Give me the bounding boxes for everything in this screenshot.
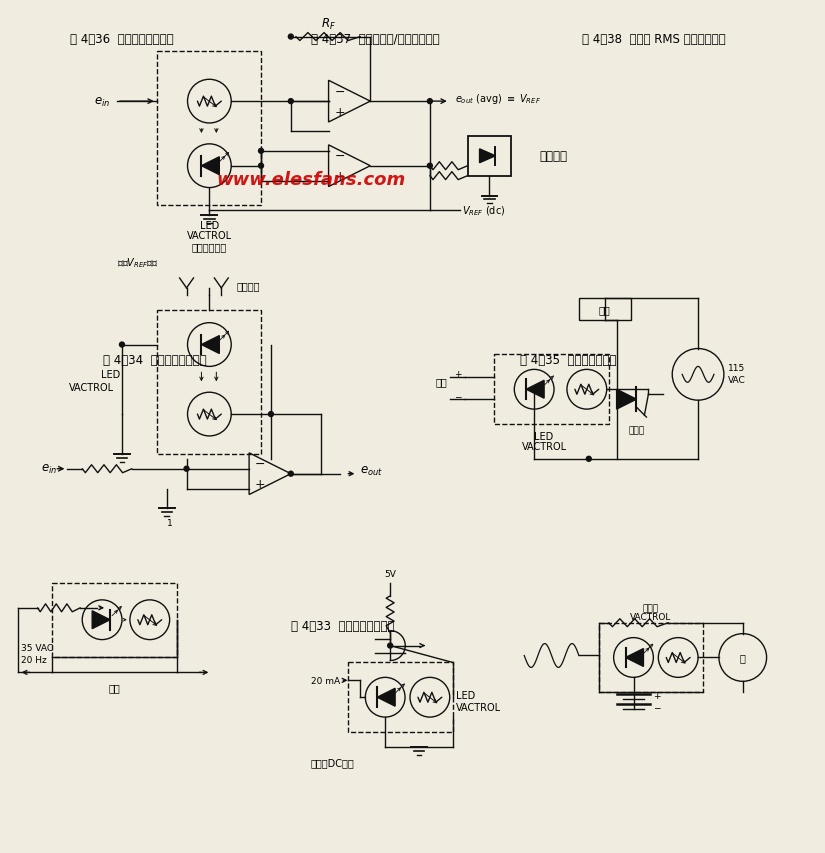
Polygon shape bbox=[201, 158, 219, 176]
Circle shape bbox=[258, 149, 263, 154]
Text: +: + bbox=[334, 106, 345, 119]
Polygon shape bbox=[526, 380, 544, 398]
Text: 氖灯: 氖灯 bbox=[108, 682, 120, 693]
Text: 115: 115 bbox=[728, 363, 745, 373]
Text: 图 4－38  输入波 RMS 値的测量电路: 图 4－38 输入波 RMS 値的测量电路 bbox=[582, 32, 726, 46]
Circle shape bbox=[258, 164, 263, 169]
Text: 控制电路: 控制电路 bbox=[236, 281, 260, 291]
Text: 20 mA: 20 mA bbox=[311, 676, 340, 685]
Text: 图 4－33  自动增益控制电路: 图 4－33 自动增益控制电路 bbox=[291, 619, 394, 632]
Text: $e_{in}$: $e_{in}$ bbox=[40, 462, 57, 476]
Text: −: − bbox=[334, 150, 345, 163]
Circle shape bbox=[427, 100, 432, 104]
Polygon shape bbox=[201, 336, 219, 354]
Text: +: + bbox=[653, 691, 661, 700]
Polygon shape bbox=[616, 390, 636, 409]
Circle shape bbox=[289, 35, 294, 40]
Circle shape bbox=[268, 412, 273, 417]
Text: 全波整流: 全波整流 bbox=[540, 150, 567, 163]
Text: LED: LED bbox=[101, 370, 120, 380]
Text: 注：$V_{REF}$基准: 注：$V_{REF}$基准 bbox=[117, 256, 159, 270]
Text: 负载: 负载 bbox=[599, 305, 610, 315]
Text: 1: 1 bbox=[167, 519, 172, 528]
Text: VACTROL: VACTROL bbox=[455, 702, 501, 712]
Text: $e_{in}$: $e_{in}$ bbox=[94, 96, 110, 108]
Text: −: − bbox=[255, 458, 266, 471]
Text: $V_{REF}$ (dc): $V_{REF}$ (dc) bbox=[462, 205, 505, 218]
Text: 信号: 信号 bbox=[436, 377, 448, 387]
Bar bbox=[599, 623, 703, 693]
Bar bbox=[157, 310, 261, 455]
Bar bbox=[468, 136, 512, 177]
Text: −: − bbox=[653, 703, 661, 711]
Text: $e_{out}$ (avg) $\equiv$ $V_{REF}$: $e_{out}$ (avg) $\equiv$ $V_{REF}$ bbox=[455, 92, 540, 106]
Text: +: + bbox=[255, 478, 266, 490]
Text: 表: 表 bbox=[740, 653, 746, 663]
Text: $e_{out}$: $e_{out}$ bbox=[361, 465, 384, 478]
Text: LED: LED bbox=[455, 690, 475, 700]
Circle shape bbox=[120, 343, 125, 348]
Text: 图 4－36  电话振铃检测电路: 图 4－36 电话振铃检测电路 bbox=[70, 32, 173, 46]
Polygon shape bbox=[625, 649, 644, 667]
Circle shape bbox=[289, 472, 294, 477]
Text: VACTROL: VACTROL bbox=[521, 441, 567, 451]
Text: 图 4－35  晶闸管驱动电路: 图 4－35 晶闸管驱动电路 bbox=[520, 354, 616, 367]
Circle shape bbox=[427, 164, 432, 169]
Text: www.elesfans.com: www.elesfans.com bbox=[216, 171, 405, 189]
Polygon shape bbox=[92, 611, 110, 629]
Text: +: + bbox=[334, 170, 345, 183]
Polygon shape bbox=[377, 688, 395, 706]
Text: VACTROL: VACTROL bbox=[69, 383, 114, 392]
Text: LED: LED bbox=[200, 221, 219, 231]
Text: −: − bbox=[334, 85, 345, 99]
Text: VACTROL: VACTROL bbox=[186, 231, 232, 241]
Text: 晶闸管: 晶闸管 bbox=[629, 426, 644, 434]
Bar bbox=[53, 583, 177, 658]
Circle shape bbox=[289, 100, 294, 104]
Text: 35 VAC: 35 VAC bbox=[21, 643, 53, 653]
Text: 图 4－37  无噪声开关/逻辑接口电路: 图 4－37 无噪声开关/逻辑接口电路 bbox=[311, 32, 440, 46]
Text: 5V: 5V bbox=[384, 569, 396, 578]
Circle shape bbox=[184, 467, 189, 472]
Text: $R_F$: $R_F$ bbox=[321, 17, 336, 32]
Bar bbox=[579, 299, 630, 321]
Text: VACTROL: VACTROL bbox=[629, 612, 671, 621]
Bar bbox=[348, 663, 453, 732]
Text: （瓦克泰克）: （瓦克泰克） bbox=[191, 242, 227, 252]
Bar bbox=[157, 52, 261, 206]
Text: 从遥控DC源来: 从遥控DC源来 bbox=[311, 757, 355, 767]
Text: VAC: VAC bbox=[728, 375, 746, 385]
Text: −: − bbox=[454, 392, 461, 401]
Text: LED: LED bbox=[535, 432, 554, 442]
Text: 20 Hz: 20 Hz bbox=[21, 655, 46, 664]
Text: 白炽灯: 白炽灯 bbox=[643, 604, 658, 613]
Text: 图 4－34  遥控增益控制电路: 图 4－34 遥控增益控制电路 bbox=[102, 354, 206, 367]
Bar bbox=[494, 355, 609, 425]
Circle shape bbox=[587, 456, 592, 461]
Circle shape bbox=[388, 643, 393, 648]
Text: +: + bbox=[454, 369, 461, 379]
Polygon shape bbox=[479, 149, 496, 164]
